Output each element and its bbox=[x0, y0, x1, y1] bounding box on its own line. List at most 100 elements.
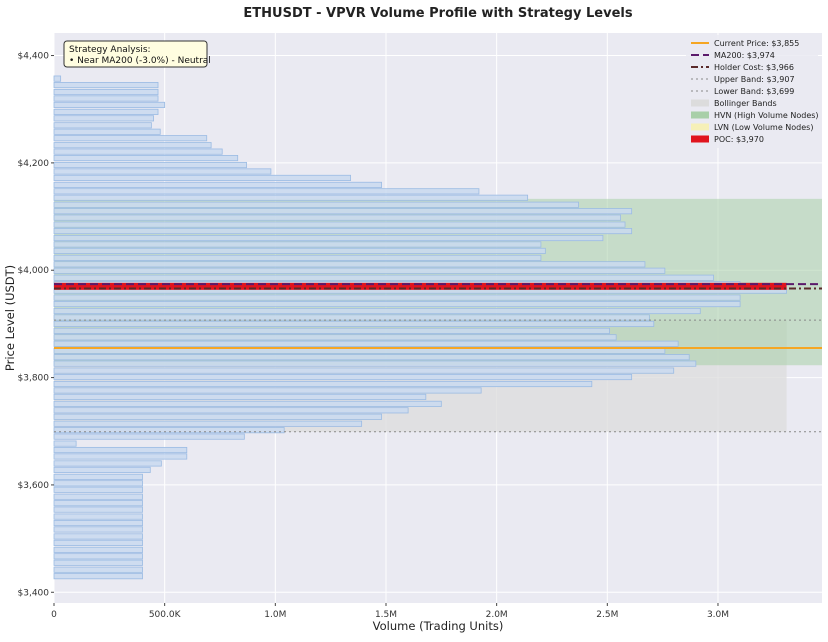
y-tick-label: $4,000 bbox=[18, 266, 50, 276]
volume-bar bbox=[53, 400, 442, 407]
volume-bar bbox=[53, 208, 633, 215]
legend-label: MA200: $3,974 bbox=[714, 51, 775, 60]
volume-bar bbox=[53, 168, 272, 175]
volume-bar bbox=[53, 221, 626, 228]
volume-bar bbox=[53, 254, 542, 261]
volume-bar bbox=[53, 128, 161, 135]
legend-label: Current Price: $3,855 bbox=[714, 39, 799, 48]
volume-bar bbox=[53, 214, 621, 221]
volume-bar bbox=[53, 314, 650, 321]
volume-bar bbox=[53, 181, 382, 188]
strategy-annotation: Strategy Analysis: • Near MA200 (-3.0%) … bbox=[63, 40, 211, 68]
volume-bar bbox=[53, 360, 697, 367]
legend-label: POC: $3,970 bbox=[714, 135, 764, 144]
x-tick-label: 2.5M bbox=[596, 610, 618, 620]
volume-bar bbox=[53, 539, 143, 546]
volume-bar bbox=[53, 307, 701, 315]
volume-bar bbox=[53, 294, 741, 301]
volume-bar bbox=[53, 340, 679, 347]
volume-bar bbox=[53, 367, 675, 374]
volume-bar bbox=[53, 108, 159, 115]
legend-swatch bbox=[691, 111, 709, 119]
volume-bar bbox=[53, 380, 593, 388]
volume-bar bbox=[53, 354, 690, 361]
volume-bar bbox=[53, 493, 143, 500]
volume-bar bbox=[53, 546, 143, 553]
volume-bar bbox=[53, 420, 363, 427]
volume-bar bbox=[53, 241, 542, 248]
volume-bar bbox=[53, 573, 143, 580]
volume-bar bbox=[53, 440, 77, 447]
volume-bar bbox=[53, 148, 223, 155]
volume-bar bbox=[53, 446, 188, 454]
legend: Current Price: $3,855 MA200: $3,974 Holder… bbox=[686, 35, 819, 148]
volume-bar bbox=[53, 526, 143, 533]
y-tick-label: $3,400 bbox=[18, 588, 50, 598]
volume-bar bbox=[53, 460, 162, 467]
legend-label: LVN (Low Volume Nodes) bbox=[714, 123, 813, 132]
volume-bar bbox=[53, 188, 480, 195]
volume-bar bbox=[53, 174, 351, 181]
volume-bar bbox=[53, 88, 159, 96]
volume-bar bbox=[53, 135, 208, 142]
x-axis-ticks: 0 500.0K 1.0M 1.5M 2.0M 2.5M 3.0M bbox=[51, 603, 729, 620]
volume-bar bbox=[53, 513, 143, 520]
volume-bar bbox=[53, 75, 62, 82]
volume-bar bbox=[53, 300, 741, 308]
y-tick-label: $4,400 bbox=[18, 52, 50, 62]
x-tick-label: 1.0M bbox=[264, 610, 286, 620]
volume-bar bbox=[53, 234, 604, 242]
volume-bar bbox=[53, 161, 247, 169]
volume-bar bbox=[53, 82, 159, 89]
volume-bar bbox=[53, 473, 143, 480]
y-tick-label: $3,600 bbox=[18, 481, 50, 491]
volume-bar bbox=[53, 95, 159, 102]
volume-bar bbox=[53, 506, 143, 513]
y-axis-ticks: $3,400 $3,600 $3,800 $4,000 $4,200 $4,400 bbox=[18, 52, 54, 598]
volume-bar bbox=[53, 559, 143, 566]
volume-bar bbox=[53, 267, 666, 274]
volume-bar bbox=[53, 115, 154, 122]
legend-label: Bollinger Bands bbox=[714, 99, 777, 108]
volume-bar bbox=[53, 480, 143, 487]
y-tick-label: $3,800 bbox=[18, 374, 50, 384]
x-axis-label: Volume (Trading Units) bbox=[373, 619, 504, 633]
volume-bar bbox=[53, 393, 427, 400]
volume-bar bbox=[53, 194, 529, 201]
legend-label: Lower Band: $3,699 bbox=[714, 87, 794, 96]
x-tick-label: 500.0K bbox=[149, 610, 182, 620]
volume-bar bbox=[53, 247, 546, 254]
x-tick-label: 2.0M bbox=[486, 610, 508, 620]
volume-bar bbox=[53, 486, 143, 493]
y-axis-label: Price Level (USDT) bbox=[3, 265, 17, 371]
volume-bar bbox=[53, 407, 409, 414]
x-tick-label: 1.5M bbox=[375, 610, 397, 620]
x-tick-label: 3.0M bbox=[707, 610, 729, 620]
y-tick-label: $4,200 bbox=[18, 159, 50, 169]
volume-bar bbox=[53, 433, 245, 440]
volume-bar bbox=[53, 261, 646, 268]
annotation-title: Strategy Analysis: bbox=[69, 45, 151, 55]
volume-bar bbox=[53, 427, 285, 434]
level-lines bbox=[54, 282, 822, 433]
volume-bar bbox=[53, 155, 239, 162]
volume-bar bbox=[53, 320, 655, 327]
volume-bar bbox=[53, 453, 188, 460]
legend-swatch bbox=[691, 135, 709, 143]
annotation-line: • Near MA200 (-3.0%) - Neutral bbox=[69, 56, 211, 66]
legend-swatch bbox=[691, 99, 709, 107]
volume-bar bbox=[53, 466, 151, 473]
legend-label: Holder Cost: $3,966 bbox=[714, 63, 794, 72]
legend-label: Upper Band: $3,907 bbox=[714, 75, 795, 84]
volume-bar bbox=[53, 553, 143, 560]
volume-bar bbox=[53, 334, 617, 341]
volume-bar bbox=[53, 122, 152, 129]
chart-title: ETHUSDT - VPVR Volume Profile with Strat… bbox=[243, 6, 632, 21]
volume-bar bbox=[53, 327, 610, 334]
legend-swatch bbox=[691, 123, 709, 131]
volume-bar bbox=[53, 101, 166, 108]
annotation-box bbox=[63, 40, 208, 68]
x-tick-label: 0 bbox=[51, 610, 57, 620]
volume-bar bbox=[53, 566, 143, 573]
